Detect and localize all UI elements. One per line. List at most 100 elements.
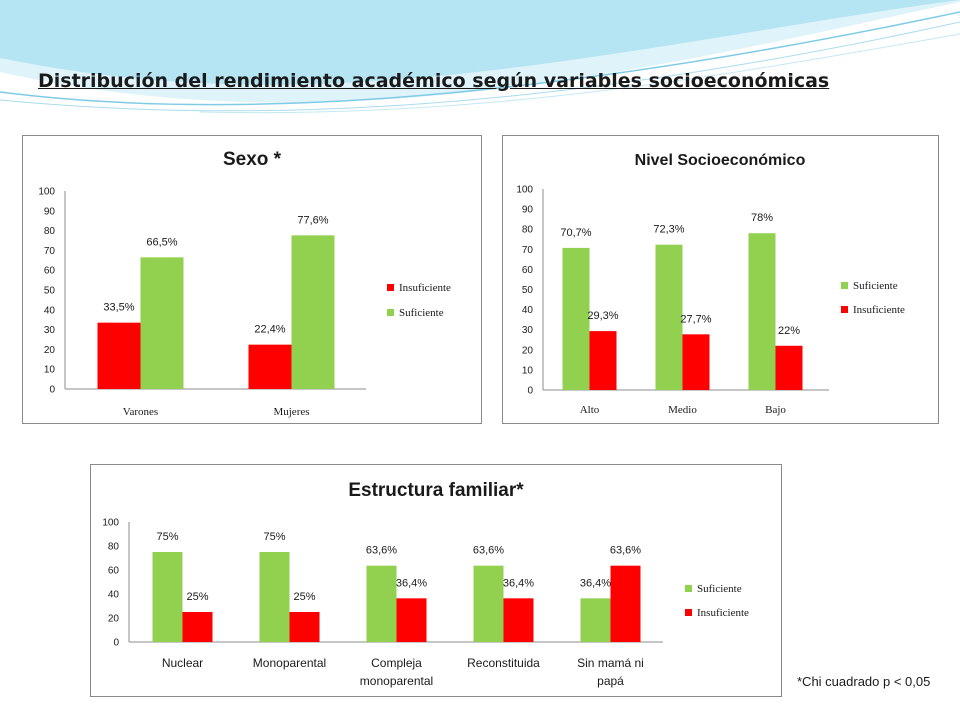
x-category-label: papá (597, 674, 624, 688)
y-tick-label: 0 (527, 386, 533, 397)
y-tick-label: 90 (522, 205, 534, 216)
bar-sexo-1-0 (140, 257, 184, 389)
y-tick-label: 100 (516, 185, 533, 196)
data-label: 66,5% (146, 236, 177, 248)
legend-label-estructura-familiar-1: Insuficiente (697, 607, 749, 619)
legend-label-estructura-familiar-0: Suficiente (697, 583, 742, 595)
legend-label-nivel-socioeconomico-0: Suficiente (853, 280, 898, 292)
chart-title-estructura-familiar: Estructura familiar* (348, 480, 524, 501)
data-label: 63,6% (473, 545, 504, 557)
x-category-label: Mujeres (273, 406, 309, 418)
bar-nivel-socioeconomico-1-0 (589, 331, 617, 390)
y-tick-label: 20 (522, 345, 534, 356)
footnote-chi-cuadrado: *Chi cuadrado p < 0,05 (797, 674, 931, 689)
x-category-label: Nuclear (162, 656, 203, 670)
bar-estructura-familiar-0-4 (580, 598, 611, 642)
y-tick-label: 90 (44, 206, 56, 217)
y-tick-label: 20 (108, 614, 120, 625)
data-label: 29,3% (587, 310, 618, 322)
chart-sexo: Sexo * 0 10 20 30 40 50 60 70 80 90 100 33,5% 66,5% Va… (22, 135, 482, 424)
y-tick-label: 20 (44, 345, 56, 356)
background-wave-decoration (0, 0, 960, 114)
y-tick-label: 50 (44, 286, 56, 297)
data-label: 63,6% (366, 545, 397, 557)
bar-estructura-familiar-1-2 (396, 598, 427, 642)
bar-nivel-socioeconomico-0-1 (655, 244, 683, 390)
x-category-label: Varones (123, 406, 158, 418)
data-label: 22% (778, 325, 800, 337)
x-category-label: monoparental (360, 674, 433, 688)
y-tick-label: 30 (44, 325, 56, 336)
chart-sexo-plot: Sexo * 0 10 20 30 40 50 60 70 80 90 100 33,5% 66,5% Va… (38, 149, 451, 418)
bar-estructura-familiar-0-3 (473, 565, 504, 642)
data-label: 25% (293, 591, 315, 603)
chart-title-sexo: Sexo * (223, 149, 282, 170)
y-tick-label: 40 (108, 590, 120, 601)
data-label: 63,6% (610, 545, 641, 557)
bar-estructura-familiar-0-2 (366, 565, 397, 642)
legend-label-sexo-1: Suficiente (399, 307, 444, 319)
y-tick-label: 10 (44, 365, 56, 376)
wave-band-mid (0, 0, 960, 85)
data-label: 36,4% (503, 577, 534, 589)
wave-line-1 (0, 11, 960, 106)
legend-swatch-estructura-familiar-0 (685, 585, 692, 592)
y-tick-label: 50 (522, 285, 534, 296)
x-category-label: Compleja (371, 656, 422, 670)
bar-estructura-familiar-1-0 (182, 612, 213, 642)
y-tick-label: 60 (44, 266, 56, 277)
y-tick-label: 100 (38, 187, 55, 198)
data-label: 36,4% (396, 577, 427, 589)
bar-sexo-1-1 (291, 235, 335, 389)
bar-estructura-familiar-1-4 (610, 565, 641, 642)
bar-nivel-socioeconomico-1-2 (775, 345, 803, 390)
data-label: 36,4% (580, 577, 611, 589)
bar-sexo-0-1 (248, 344, 292, 389)
chart-nivel-socioeconomico: Nivel Socioeconómico 0 10 20 30 40 50 60 70 80 90 1… (502, 135, 939, 424)
chart-estructura-familiar-plot: Estructura familiar* 0 20 40 60 80 100 75% 25% Nu… (102, 480, 749, 688)
y-tick-label: 0 (113, 638, 119, 649)
y-tick-label: 80 (44, 226, 56, 237)
data-label: 77,6% (297, 214, 328, 226)
x-category-label: Reconstituida (467, 656, 540, 670)
x-category-label: Alto (580, 404, 600, 416)
y-tick-label: 0 (49, 385, 55, 396)
chart-nivel-socioeconomico-plot: Nivel Socioeconómico 0 10 20 30 40 50 60 70 80 90 1… (516, 152, 905, 416)
bar-estructura-familiar-1-1 (289, 612, 320, 642)
y-tick-label: 80 (522, 225, 534, 236)
chart-estructura-familiar: Estructura familiar* 0 20 40 60 80 100 75% 25% Nu… (90, 464, 782, 697)
y-tick-label: 60 (522, 265, 534, 276)
legend-swatch-nivel-socioeconomico-0 (841, 282, 848, 289)
data-label: 78% (751, 212, 773, 224)
x-category-label: Medio (668, 404, 697, 416)
wave-line-3 (199, 33, 960, 114)
data-label: 75% (156, 531, 178, 543)
legend-swatch-nivel-socioeconomico-1 (841, 306, 848, 313)
data-label: 72,3% (653, 224, 684, 236)
y-tick-label: 30 (522, 325, 534, 336)
y-tick-label: 70 (44, 246, 56, 257)
slide-title: Distribución del rendimiento académico s… (38, 70, 830, 92)
wave-line-2 (0, 21, 960, 112)
data-label: 25% (186, 591, 208, 603)
bar-nivel-socioeconomico-0-0 (562, 247, 590, 390)
data-label: 27,7% (680, 313, 711, 325)
bar-estructura-familiar-0-0 (152, 552, 183, 642)
bar-nivel-socioeconomico-0-2 (748, 233, 776, 390)
bar-estructura-familiar-0-1 (259, 552, 290, 642)
bar-nivel-socioeconomico-1-1 (682, 334, 710, 390)
bar-sexo-0-0 (97, 322, 141, 389)
y-tick-label: 70 (522, 245, 534, 256)
data-label: 75% (263, 531, 285, 543)
y-tick-label: 80 (108, 542, 120, 553)
chart-title-nivel-socioeconomico: Nivel Socioeconómico (635, 152, 806, 169)
y-tick-label: 100 (102, 518, 119, 529)
data-label: 33,5% (103, 302, 134, 314)
data-label: 70,7% (560, 227, 591, 239)
x-category-label: Monoparental (253, 656, 326, 670)
legend-swatch-sexo-1 (387, 309, 394, 316)
data-label: 22,4% (254, 324, 285, 336)
legend-label-nivel-socioeconomico-1: Insuficiente (853, 304, 905, 316)
y-tick-label: 10 (522, 365, 534, 376)
legend-swatch-estructura-familiar-1 (685, 609, 692, 616)
